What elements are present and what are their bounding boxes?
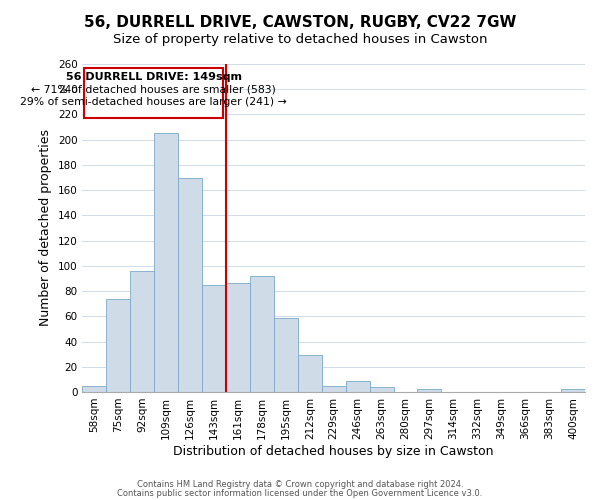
FancyBboxPatch shape (85, 68, 223, 118)
Bar (346, 380, 370, 392)
Bar (322, 386, 346, 392)
Text: Contains public sector information licensed under the Open Government Licence v3: Contains public sector information licen… (118, 488, 482, 498)
Bar (106, 298, 130, 392)
Text: 56, DURRELL DRIVE, CAWSTON, RUGBY, CV22 7GW: 56, DURRELL DRIVE, CAWSTON, RUGBY, CV22 … (84, 15, 516, 30)
Bar (82, 386, 106, 392)
Y-axis label: Number of detached properties: Number of detached properties (39, 130, 52, 326)
Bar (202, 284, 226, 392)
Bar (370, 387, 394, 392)
Text: 56 DURRELL DRIVE: 149sqm: 56 DURRELL DRIVE: 149sqm (66, 72, 242, 82)
X-axis label: Distribution of detached houses by size in Cawston: Distribution of detached houses by size … (173, 444, 494, 458)
Text: ← 71% of detached houses are smaller (583): ← 71% of detached houses are smaller (58… (31, 84, 276, 94)
Bar (298, 356, 322, 392)
Bar (250, 276, 274, 392)
Bar (154, 134, 178, 392)
Text: 29% of semi-detached houses are larger (241) →: 29% of semi-detached houses are larger (… (20, 97, 287, 107)
Text: Contains HM Land Registry data © Crown copyright and database right 2024.: Contains HM Land Registry data © Crown c… (137, 480, 463, 489)
Bar (130, 271, 154, 392)
Bar (178, 178, 202, 392)
Bar (274, 318, 298, 392)
Bar (226, 284, 250, 392)
Bar (418, 390, 442, 392)
Bar (561, 390, 585, 392)
Text: Size of property relative to detached houses in Cawston: Size of property relative to detached ho… (113, 32, 487, 46)
